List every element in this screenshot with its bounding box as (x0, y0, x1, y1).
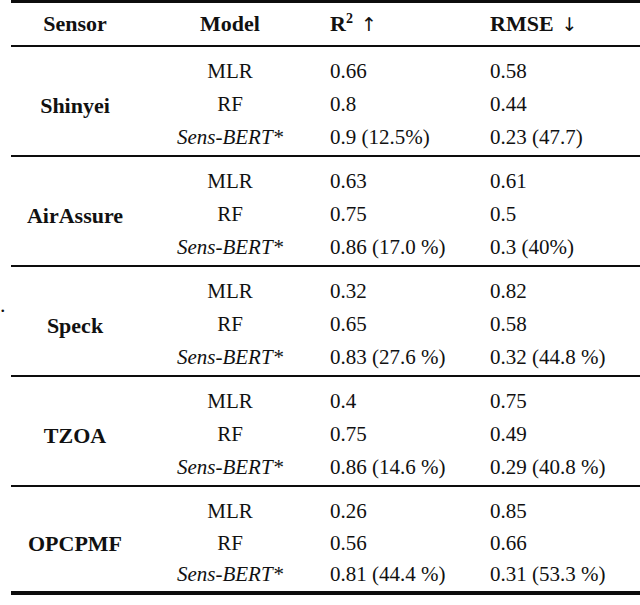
sensor-name: Speck (11, 313, 139, 339)
sensor-name: Shinyei (11, 93, 139, 119)
model-label: RF (139, 309, 321, 339)
rmse-value: 0.31 (53.3 %) (479, 559, 640, 589)
rmse-value: 0.61 (479, 166, 640, 196)
results-table: Sensor Model R2 ↑ RMSE ↓ Shinyei MLR 0.66 … (11, 0, 640, 595)
rmse-value: 0.3 (40%) (479, 232, 640, 262)
r2-value: 0.9 (12.5%) (321, 122, 479, 152)
rmse-value: 0.49 (479, 419, 640, 449)
stray-period: . (0, 292, 6, 318)
model-label: MLR (139, 166, 321, 196)
up-arrow-icon: ↑ (361, 13, 377, 35)
model-label: MLR (139, 386, 321, 416)
r2-value: 0.81 (44.4 %) (321, 559, 479, 589)
r2-value: 0.75 (321, 419, 479, 449)
rmse-value: 0.5 (479, 199, 640, 229)
header-sensor: Sensor (11, 11, 139, 37)
header-model: Model (139, 11, 321, 37)
sensor-name: OPCPMF (11, 531, 139, 557)
model-label: MLR (139, 276, 321, 306)
model-label: Sens-BERT* (139, 559, 321, 589)
rmse-value: 0.32 (44.8 %) (479, 342, 640, 372)
down-arrow-icon: ↓ (562, 13, 578, 35)
rmse-value: 0.58 (479, 56, 640, 86)
model-label: RF (139, 199, 321, 229)
r2-value: 0.4 (321, 386, 479, 416)
model-label: Sens-BERT* (139, 232, 321, 262)
model-label: Sens-BERT* (139, 122, 321, 152)
model-label: MLR (139, 496, 321, 526)
rmse-value: 0.66 (479, 528, 640, 558)
sensor-name: TZOA (11, 423, 139, 449)
r2-value: 0.32 (321, 276, 479, 306)
r2-value: 0.26 (321, 496, 479, 526)
paper-page: . Sensor Model R2 ↑ RMSE ↓ Shinyei MLR 0.6… (0, 0, 640, 605)
r2-value: 0.65 (321, 309, 479, 339)
rmse-value: 0.75 (479, 386, 640, 416)
header-r2: R2 ↑ (321, 11, 479, 37)
table-header-row: Sensor Model R2 ↑ RMSE ↓ (11, 3, 640, 47)
model-label: RF (139, 89, 321, 119)
r2-value: 0.75 (321, 199, 479, 229)
r2-value: 0.86 (14.6 %) (321, 452, 479, 482)
model-label: Sens-BERT* (139, 342, 321, 372)
sensor-group-tzoa: TZOA MLR 0.4 0.75 RF 0.75 0.49 Sens-BERT… (11, 377, 640, 487)
rmse-value: 0.29 (40.8 %) (479, 452, 640, 482)
rmse-value: 0.23 (47.7) (479, 122, 640, 152)
model-label: Sens-BERT* (139, 452, 321, 482)
rmse-value: 0.58 (479, 309, 640, 339)
rmse-value: 0.82 (479, 276, 640, 306)
r2-value: 0.83 (27.6 %) (321, 342, 479, 372)
sensor-group-airassure: AirAssure MLR 0.63 0.61 RF 0.75 0.5 Sens… (11, 157, 640, 267)
model-label: RF (139, 419, 321, 449)
header-r2-base: R (330, 11, 346, 36)
header-rmse-label: RMSE (490, 11, 554, 36)
header-r2-sup: 2 (346, 11, 353, 26)
header-rmse: RMSE ↓ (479, 11, 640, 37)
r2-value: 0.86 (17.0 %) (321, 232, 479, 262)
rmse-value: 0.85 (479, 496, 640, 526)
r2-value: 0.8 (321, 89, 479, 119)
model-label: RF (139, 528, 321, 558)
rmse-value: 0.44 (479, 89, 640, 119)
r2-value: 0.63 (321, 166, 479, 196)
sensor-name: AirAssure (11, 203, 139, 229)
r2-value: 0.56 (321, 528, 479, 558)
sensor-group-shinyei: Shinyei MLR 0.66 0.58 RF 0.8 0.44 Sens-B… (11, 47, 640, 157)
model-label: MLR (139, 56, 321, 86)
sensor-group-opcpmf: OPCPMF MLR 0.26 0.85 RF 0.56 0.66 Sens-B… (11, 487, 640, 595)
r2-value: 0.66 (321, 56, 479, 86)
sensor-group-speck: Speck MLR 0.32 0.82 RF 0.65 0.58 Sens-BE… (11, 267, 640, 377)
